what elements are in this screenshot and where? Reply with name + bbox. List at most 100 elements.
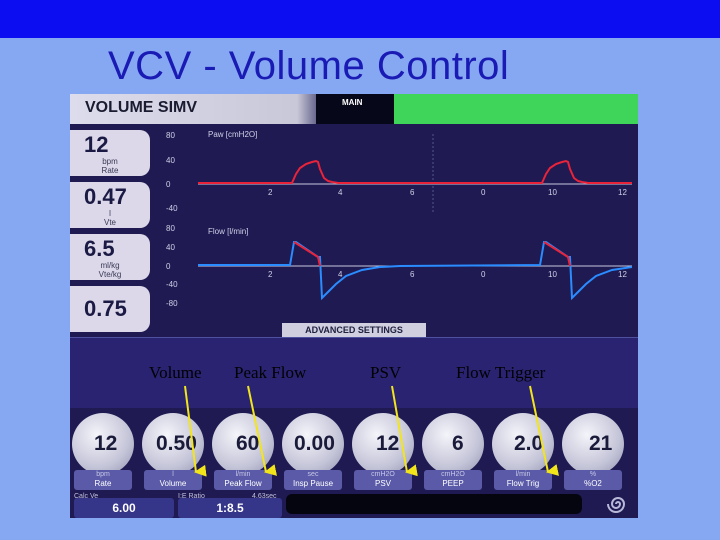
knob-value: 21	[589, 432, 613, 455]
monitor-value: 12	[84, 132, 109, 157]
paw-tick: 40	[166, 156, 175, 165]
main-tab-label: MAIN	[342, 98, 363, 107]
monitor-value: 6.5	[84, 236, 115, 261]
knob-label: l/min Flow Trig	[494, 470, 552, 490]
knob-value: 6	[452, 432, 464, 455]
flow-tick: 0	[166, 262, 171, 271]
knob-o2[interactable]	[562, 413, 624, 475]
paw-trace-2	[338, 159, 632, 184]
flow-x-tick: 2	[268, 270, 273, 279]
ie-time-label: 4.63sec	[252, 493, 277, 500]
flow-tick: 80	[166, 224, 175, 233]
monitor-unit: bpm	[102, 157, 118, 166]
knob-value: 0.50	[156, 432, 197, 455]
ie-ratio-value: 1:8.5	[178, 498, 282, 518]
knob-name: Rate	[94, 479, 112, 488]
paw-label: Paw [cmH2O]	[208, 130, 258, 139]
flow-red-segment-2	[543, 241, 571, 267]
paw-x-tick: 12	[618, 188, 627, 197]
monitor-vte: 0.47 l Vte	[70, 182, 150, 228]
knob-name: Volume	[159, 479, 187, 488]
ie-ratio-label: I:E Ratio	[178, 493, 205, 500]
knob-name: Insp Pause	[292, 479, 334, 488]
knob-label: bpm Rate	[74, 470, 132, 490]
knob-flow-trig[interactable]	[492, 413, 554, 475]
flow-x-tick: 10	[548, 270, 557, 279]
paw-x-tick: 4	[338, 188, 343, 197]
paw-x-tick: 0	[481, 188, 486, 197]
knob-name: Flow Trig	[506, 479, 540, 488]
knob-unit: cmH2O	[441, 471, 465, 478]
knob-unit: l	[172, 471, 174, 478]
flow-label: Flow [l/min]	[208, 227, 249, 236]
paw-trace-1	[198, 159, 339, 184]
knob-value: 60	[236, 432, 260, 455]
flow-trace-2	[399, 241, 633, 301]
knob-name: Peak Flow	[224, 479, 262, 488]
knob-peep[interactable]	[422, 413, 484, 475]
knob-psv[interactable]	[352, 413, 414, 475]
knob-unit: l/min	[515, 471, 531, 478]
arrow-volume	[184, 385, 207, 477]
monitor-value: 0.47	[84, 184, 127, 209]
paw-tick: 0	[166, 180, 171, 189]
knob-unit: sec	[307, 471, 319, 478]
monitor-value: 0.75	[84, 296, 127, 321]
annotation-psv: PSV	[370, 363, 402, 382]
flow-x-tick: 12	[618, 270, 627, 279]
monitor-vte-kg: 6.5 ml/kg Vte/kg	[70, 234, 150, 280]
flow-x-tick: 4	[338, 270, 343, 279]
monitor-name: Vte/kg	[98, 270, 122, 279]
calc-ve-label: Calc Ve	[74, 493, 99, 500]
knob-value: 12	[376, 432, 400, 455]
arrow-psv	[391, 385, 418, 477]
knob-label: % %O2	[564, 470, 622, 490]
monitor-fourth: 0.75	[70, 286, 150, 332]
paw-tick: 80	[166, 131, 175, 140]
knob-rate[interactable]	[72, 413, 134, 475]
knob-label: cmH2O PSV	[354, 470, 412, 490]
monitor-unit: ml/kg	[100, 261, 120, 270]
flow-x-tick: 6	[410, 270, 415, 279]
waveform-graphs	[198, 134, 633, 301]
monitor-name: Vte	[103, 218, 116, 227]
knob-label: sec Insp Pause	[284, 470, 342, 490]
message-bar	[286, 494, 582, 514]
knob-name: PEEP	[442, 479, 464, 488]
paw-x-tick: 2	[268, 188, 273, 197]
knob-label: cmH2O PEEP	[424, 470, 482, 490]
annotation-flow-trigger: Flow Trigger	[456, 363, 546, 382]
paw-tick: -40	[166, 204, 178, 213]
annotation-peak-flow: Peak Flow	[234, 363, 307, 382]
monitor-name: Rate	[101, 166, 119, 175]
arrow-flow-trigger	[529, 385, 560, 476]
knob-label: l/min Peak Flow	[214, 470, 272, 490]
knob-label: l Volume	[144, 470, 202, 490]
knob-unit: cmH2O	[371, 471, 395, 478]
knob-unit: bpm	[96, 471, 110, 478]
top-color-bar	[0, 0, 720, 38]
status-green-bar	[394, 94, 638, 124]
mode-label: VOLUME SIMV	[85, 99, 198, 116]
main-tab[interactable]: MAIN	[316, 94, 394, 124]
knob-unit: l/min	[235, 471, 251, 478]
arrow-peak-flow	[247, 385, 278, 476]
flow-tick: 40	[166, 243, 175, 252]
monitor-rate: 12 bpm Rate	[70, 130, 150, 176]
flow-x-tick: 0	[481, 270, 486, 279]
annotation-volume: Volume	[149, 363, 202, 382]
knob-volume[interactable]	[142, 413, 204, 475]
knob-name: PSV	[374, 479, 391, 488]
logo-icon	[607, 497, 626, 513]
calc-ve-value: 6.00	[74, 498, 174, 518]
knob-name: %O2	[584, 479, 602, 488]
knob-value: 12	[94, 432, 118, 455]
knob-value: 0.00	[294, 432, 335, 455]
flow-red-segment-1	[293, 241, 321, 267]
paw-x-tick: 10	[548, 188, 557, 197]
knob-insp-pause[interactable]	[282, 413, 344, 475]
paw-x-tick: 6	[410, 188, 415, 197]
knob-unit: %	[589, 471, 597, 478]
advanced-settings-tab[interactable]: ADVANCED SETTINGS	[282, 323, 426, 337]
